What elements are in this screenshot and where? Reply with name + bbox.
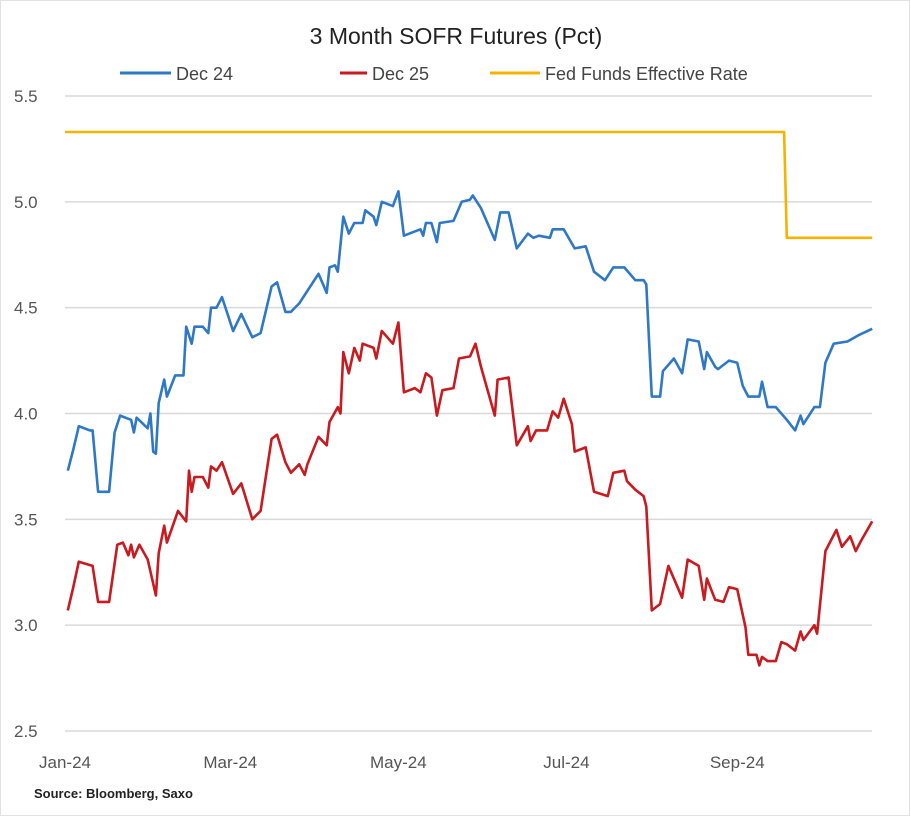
legend-label: Fed Funds Effective Rate (545, 64, 748, 84)
series-lines (65, 130, 874, 667)
x-tick-label: May-24 (370, 753, 427, 772)
y-tick-label: 2.5 (14, 722, 38, 741)
y-tick-label: 3.0 (14, 616, 38, 635)
chart-title: 3 Month SOFR Futures (Pct) (310, 23, 603, 49)
y-axis-ticks: 5.5 5.0 4.5 4.0 3.5 3.0 2.5 (14, 87, 38, 741)
x-tick-label: Jul-24 (543, 753, 589, 772)
y-tick-label: 3.5 (14, 510, 38, 529)
series-line-dec-25 (66, 321, 874, 667)
series-line-fed-funds-effective-rate (65, 130, 873, 240)
y-tick-label: 4.0 (14, 405, 38, 424)
legend-label: Dec 25 (372, 64, 429, 84)
x-tick-label: Jan-24 (39, 753, 91, 772)
series-line-dec-24 (66, 190, 873, 494)
x-tick-label: Mar-24 (203, 753, 257, 772)
legend: Dec 24 Dec 25 Fed Funds Effective Rate (120, 64, 748, 84)
source-note: Source: Bloomberg, Saxo (34, 786, 193, 801)
legend-label: Dec 24 (176, 64, 233, 84)
gridlines (65, 95, 872, 732)
y-tick-label: 4.5 (14, 299, 38, 318)
y-tick-label: 5.5 (14, 87, 38, 106)
y-tick-label: 5.0 (14, 193, 38, 212)
x-axis-ticks: Jan-24 Mar-24 May-24 Jul-24 Sep-24 (39, 753, 765, 772)
x-tick-label: Sep-24 (710, 753, 765, 772)
